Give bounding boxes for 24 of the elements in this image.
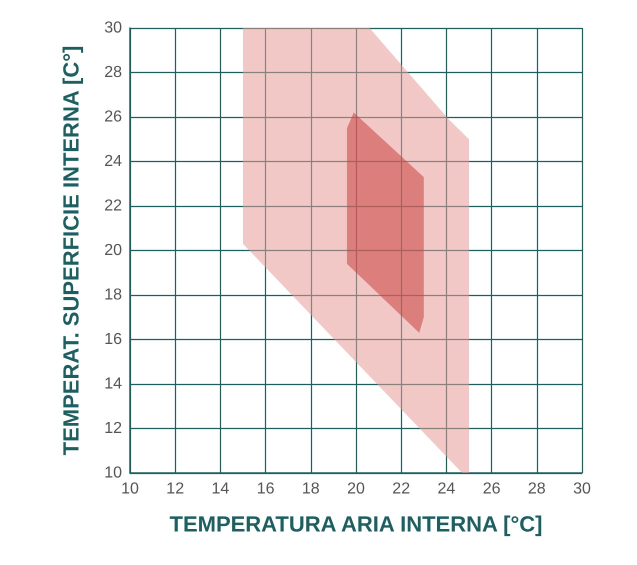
y-tick-label: 28 [104, 64, 122, 81]
x-axis-title: TEMPERATURA ARIA INTERNA [°C] [170, 512, 542, 536]
x-tick-label: 10 [121, 480, 139, 498]
x-tick-label: 16 [256, 480, 275, 498]
y-tick-label: 22 [104, 198, 122, 214]
y-tick-label: 14 [104, 376, 122, 392]
y-tick-label: 26 [104, 108, 122, 126]
x-tick-label: 28 [528, 480, 546, 498]
x-tick-label: 18 [302, 480, 320, 498]
x-tick-label: 30 [573, 480, 591, 498]
x-tick-label: 22 [392, 480, 410, 498]
y-tick-label: 18 [104, 286, 122, 304]
y-tick-label: 12 [104, 420, 122, 437]
x-tick-label: 14 [212, 480, 230, 498]
x-tick-label: 26 [482, 480, 501, 498]
y-tick-label: 10 [104, 464, 122, 482]
y-tick-label: 30 [104, 20, 122, 36]
y-tick-label: 20 [104, 242, 122, 259]
y-tick-label: 24 [104, 153, 122, 170]
x-tick-label: 12 [166, 480, 184, 498]
x-tick-label: 20 [347, 480, 365, 498]
x-tick-label: 24 [438, 480, 456, 498]
y-axis-title: TEMPERAT. SUPERFICIE INTERNA [C°] [58, 46, 84, 456]
y-tick-label: 16 [104, 331, 122, 348]
